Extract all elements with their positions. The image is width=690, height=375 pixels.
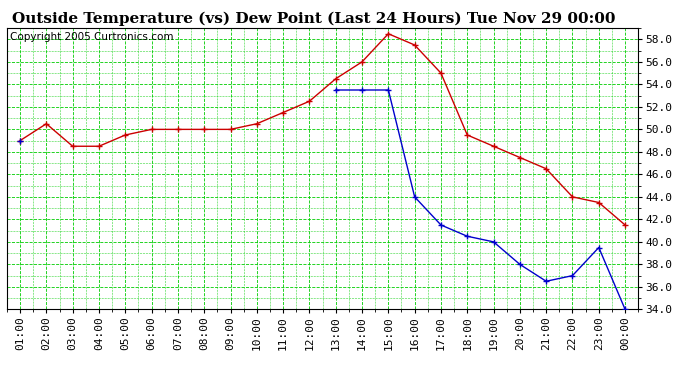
Text: Copyright 2005 Curtronics.com: Copyright 2005 Curtronics.com [10,32,174,42]
Text: Outside Temperature (vs) Dew Point (Last 24 Hours) Tue Nov 29 00:00: Outside Temperature (vs) Dew Point (Last… [12,11,615,26]
